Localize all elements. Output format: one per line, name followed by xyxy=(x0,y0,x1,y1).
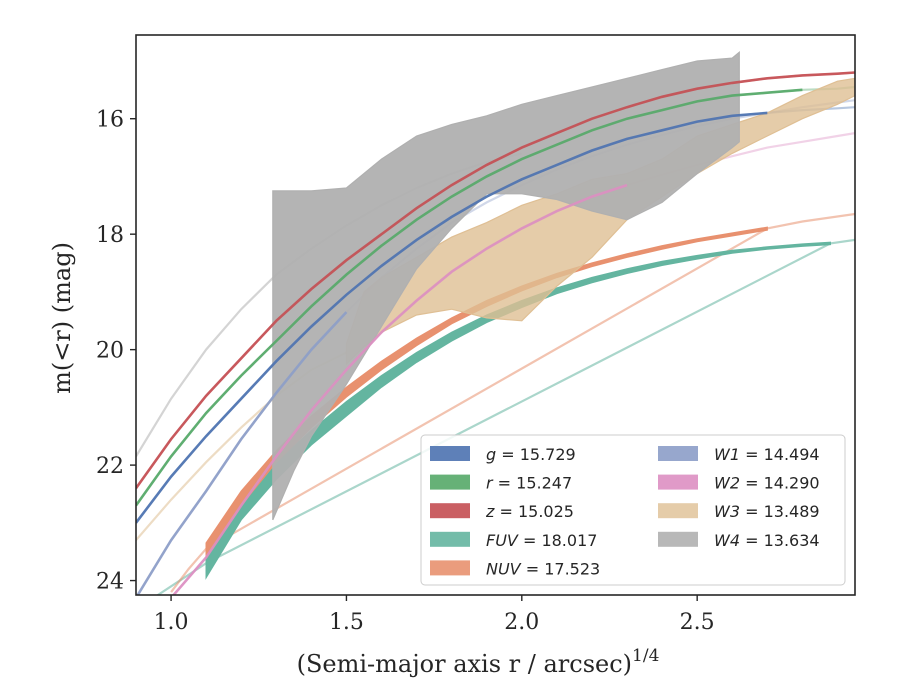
legend-swatch-nuv xyxy=(430,560,470,576)
series-w4-band xyxy=(272,51,740,521)
x-axis-label-superscript: 1/4 xyxy=(632,646,659,666)
legend-label-fuv: FUV = 18.017 xyxy=(486,531,597,550)
legend-swatch-r xyxy=(430,474,470,490)
y-tick-label: 16 xyxy=(96,108,124,133)
x-tick-label: 1.5 xyxy=(329,610,364,635)
series-fuv-band xyxy=(205,241,831,580)
legend-label-r: r = 15.247 xyxy=(486,474,572,493)
legend-label-z: z = 15.025 xyxy=(485,502,574,521)
y-tick-label: 22 xyxy=(96,454,124,479)
legend-label-g: g = 15.729 xyxy=(486,445,576,464)
x-tick-label: 2.5 xyxy=(680,610,715,635)
legend-label-w4: W4 = 13.634 xyxy=(714,531,820,550)
legend-label-w3: W3 = 13.489 xyxy=(714,502,820,521)
legend-swatch-w3 xyxy=(658,503,698,519)
x-axis-label: (Semi-major axis r / arcsec)1/4 xyxy=(297,646,660,678)
series-nuv-faint-line xyxy=(170,212,855,593)
series-w2-line xyxy=(171,183,628,595)
legend-swatch-z xyxy=(430,503,470,519)
legend-swatch-g xyxy=(430,446,470,461)
legend-label-w2: W2 = 14.290 xyxy=(714,474,820,493)
y-axis-label: m(<r) (mag) xyxy=(48,242,76,394)
series-g-line xyxy=(136,111,768,524)
x-tick-label: 2.0 xyxy=(504,610,539,635)
x-axis-label-text: (Semi-major axis r / arcsec) xyxy=(297,650,632,678)
x-tick-label: 1.0 xyxy=(154,610,189,635)
legend-box xyxy=(420,434,846,586)
series-w1-line xyxy=(136,311,348,595)
legend-swatch-w2 xyxy=(658,474,698,490)
plot-frame xyxy=(135,34,856,596)
y-tick-label: 24 xyxy=(96,570,124,595)
y-tick-label: 20 xyxy=(96,339,124,364)
legend-swatch-fuv xyxy=(430,531,470,547)
y-tick-label: 18 xyxy=(96,223,124,248)
legend-label-w1: W1 = 14.494 xyxy=(714,445,820,464)
series-z-line xyxy=(136,71,855,489)
legend: g = 15.729 r = 15.247 z = 15.025 FUV = 18.0… xyxy=(420,434,846,586)
legend-swatch-w1 xyxy=(658,446,698,461)
legend-label-nuv: NUV = 17.523 xyxy=(486,559,600,578)
plot-area xyxy=(136,51,855,595)
series-r-line xyxy=(136,88,803,507)
legend-swatch-w4 xyxy=(658,531,698,547)
axis-ticks: 1.0 1.5 2.0 2.5 16 18 20 22 24 xyxy=(96,108,715,635)
series-nuv-band xyxy=(205,226,768,560)
